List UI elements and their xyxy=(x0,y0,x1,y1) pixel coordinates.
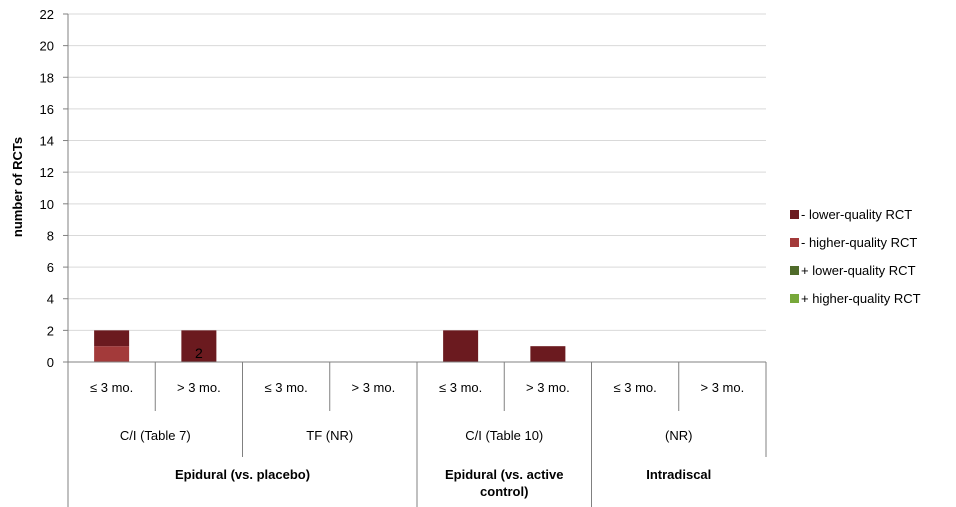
supergroup-label-line: control) xyxy=(480,484,528,499)
bar-segment xyxy=(530,346,566,362)
y-tick-label: 2 xyxy=(47,323,54,338)
y-tick-label: 22 xyxy=(40,7,54,22)
x-category-label: ≤ 3 mo. xyxy=(439,380,482,395)
group-label: (NR) xyxy=(665,428,692,443)
y-tick-label: 16 xyxy=(40,102,54,117)
group-label: C/I (Table 7) xyxy=(120,428,191,443)
legend-entry: - lower-quality RCT xyxy=(801,207,912,222)
y-tick-label: 6 xyxy=(47,260,54,275)
x-axis-categories: ≤ 3 mo. > 3 mo. ≤ 3 mo. > 3 mo. ≤ 3 mo. > 3 m… xyxy=(90,362,767,507)
y-axis-label: number of RCTs xyxy=(10,137,25,237)
gridlines xyxy=(68,13,766,331)
bar-segment xyxy=(181,330,217,362)
y-tick-label: 12 xyxy=(40,165,54,180)
data-labels: 2 xyxy=(195,345,203,361)
legend-entry: + lower-quality RCT xyxy=(801,263,916,278)
legend-swatch xyxy=(790,294,799,303)
group-label: C/I (Table 10) xyxy=(465,428,543,443)
bars xyxy=(94,330,566,362)
y-tick-label: 18 xyxy=(40,70,54,85)
x-category-label: ≤ 3 mo. xyxy=(264,380,307,395)
x-category-label: ≤ 3 mo. xyxy=(613,380,656,395)
y-tick-label: 4 xyxy=(47,292,54,307)
x-category-label: > 3 mo. xyxy=(177,380,221,395)
legend-swatch xyxy=(790,266,799,275)
legend-swatch xyxy=(790,238,799,247)
y-tick-label: 0 xyxy=(47,355,54,370)
legend: - lower-quality RCT - higher-quality RCT +… xyxy=(790,207,921,306)
legend-entry: - higher-quality RCT xyxy=(801,235,917,250)
x-category-label: ≤ 3 mo. xyxy=(90,380,133,395)
data-label: 2 xyxy=(195,345,203,361)
group-label: TF (NR) xyxy=(306,428,353,443)
x-category-label: > 3 mo. xyxy=(352,380,396,395)
supergroup-label: Epidural (vs. placebo) xyxy=(175,467,310,482)
supergroup-label: Intradiscal xyxy=(646,467,711,482)
legend-entry: + higher-quality RCT xyxy=(801,291,921,306)
y-tick-label: 14 xyxy=(40,134,54,149)
bar-segment xyxy=(443,330,479,362)
supergroup-label: Epidural (vs. active control) xyxy=(445,467,564,499)
y-tick-label: 10 xyxy=(40,197,54,212)
supergroup-label-line: Epidural (vs. active xyxy=(445,467,564,482)
y-axis-ticks: 0 2 4 6 8 10 12 14 16 18 20 22 xyxy=(40,7,68,370)
x-category-label: > 3 mo. xyxy=(701,380,745,395)
legend-swatch xyxy=(790,210,799,219)
bar-segment xyxy=(94,346,130,362)
x-category-label: > 3 mo. xyxy=(526,380,570,395)
bar-segment xyxy=(94,330,130,347)
y-tick-label: 20 xyxy=(40,39,54,54)
y-tick-label: 8 xyxy=(47,228,54,243)
